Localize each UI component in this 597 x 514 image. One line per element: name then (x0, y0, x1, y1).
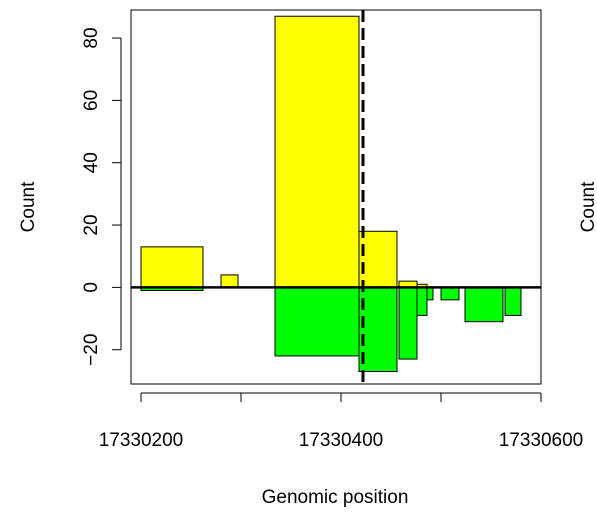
positive-count-bar (140, 246, 204, 288)
positive-count-bar (220, 274, 239, 288)
negative-count-bar (358, 286, 398, 373)
negative-count-bar (464, 286, 504, 323)
y-tick-label: 40 (81, 152, 102, 173)
x-tick-label: 17330600 (499, 430, 584, 451)
y-tick-label: 0 (81, 282, 102, 293)
x-axis: 17330200 17330400 17330600 (99, 392, 584, 451)
y-tick-label: 20 (81, 214, 102, 235)
positive-count-bar (274, 15, 360, 288)
y-tick-label: 80 (81, 27, 102, 48)
y-tick-label: −20 (81, 334, 102, 366)
negative-count-bar (398, 286, 418, 360)
y-tick-label: 60 (81, 90, 102, 111)
positive-count-bar (358, 230, 398, 288)
y-axis: −20 0 20 40 60 80 (81, 27, 122, 366)
x-axis-label: Genomic position (262, 487, 409, 508)
x-tick-label: 17330400 (299, 430, 384, 451)
second-panel-y-axis-label: Count (578, 181, 597, 232)
y-axis-label: Count (18, 181, 39, 232)
x-tick-label: 17330200 (99, 430, 184, 451)
negative-count-bar (426, 286, 434, 301)
plot-frame (130, 9, 542, 385)
bars-layer (140, 15, 522, 373)
negative-count-bar (416, 286, 428, 316)
negative-count-bar (440, 286, 460, 301)
negative-count-bar (504, 286, 522, 316)
negative-count-bar (274, 286, 360, 357)
